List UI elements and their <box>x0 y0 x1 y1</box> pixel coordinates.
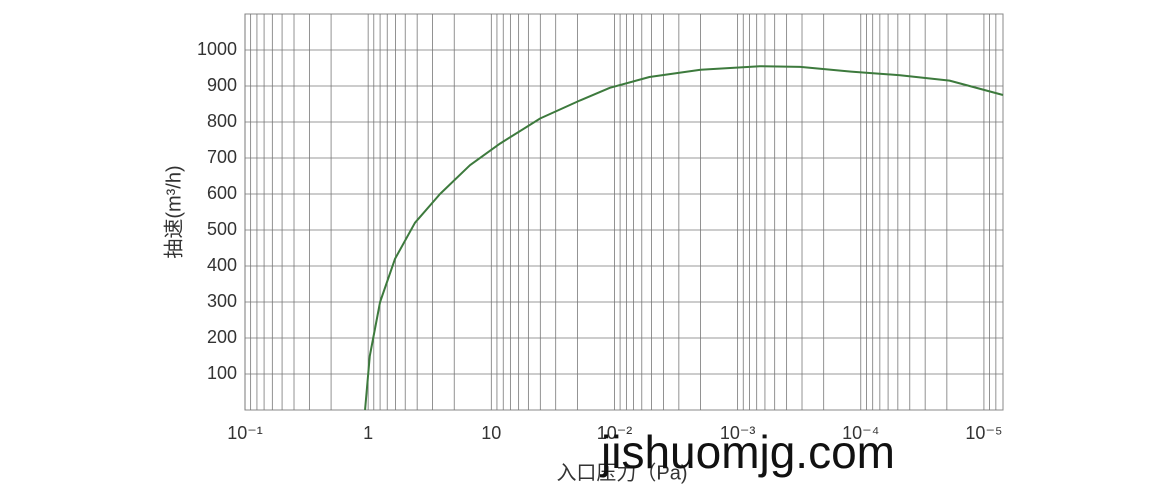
y-axis-label: 抽速(m³/h) <box>162 165 185 258</box>
x-tick-label: 10⁻³ <box>720 423 756 443</box>
x-axis-label: 入口压力（Pa) <box>556 461 687 484</box>
x-tick-label: 10⁻² <box>597 423 633 443</box>
y-tick-label: 900 <box>207 75 237 95</box>
y-tick-label: 500 <box>207 219 237 239</box>
y-tick-label: 100 <box>207 363 237 383</box>
y-tick-label: 400 <box>207 255 237 275</box>
data-line <box>364 65 1004 411</box>
y-tick-label: 200 <box>207 327 237 347</box>
x-tick-label: 10 <box>481 423 501 443</box>
y-tick-label: 1000 <box>197 39 237 59</box>
y-tick-label: 300 <box>207 291 237 311</box>
x-tick-label: 10⁻¹ <box>227 423 263 443</box>
x-tick-label: 1 <box>363 423 373 443</box>
y-tick-label: 800 <box>207 111 237 131</box>
y-tick-label: 700 <box>207 147 237 167</box>
x-tick-label: 10⁻⁴ <box>842 423 879 443</box>
plot-area <box>244 13 1004 411</box>
x-tick-label: 10⁻⁵ <box>965 423 1002 443</box>
watermark: jishuomjg.com <box>599 426 895 478</box>
y-tick-label: 600 <box>207 183 237 203</box>
